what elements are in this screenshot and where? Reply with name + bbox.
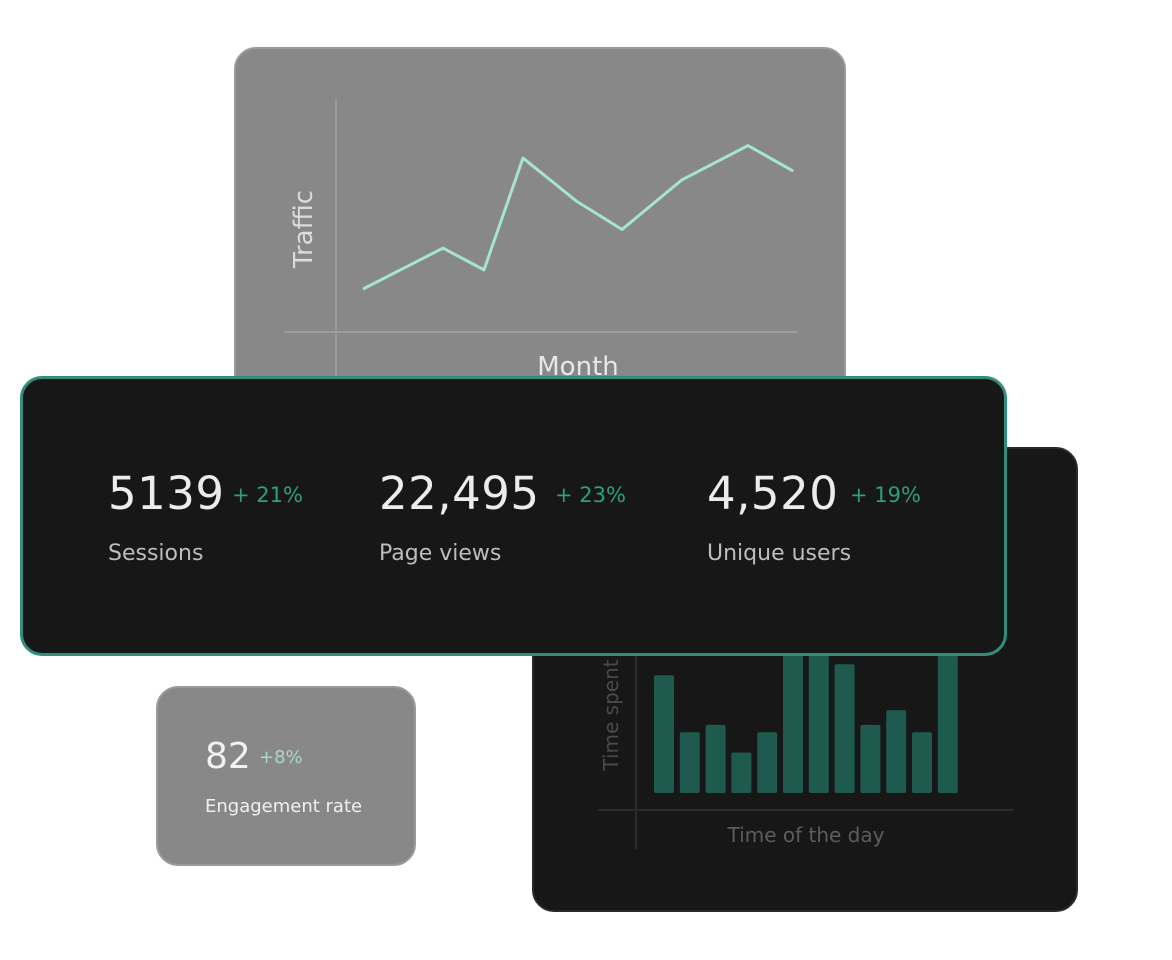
time-bar-11	[937, 627, 958, 793]
stat-value: 22,495	[379, 467, 540, 520]
stats-summary-card: 5139 + 21% Sessions 22,495 + 23% Page vi…	[20, 376, 1007, 656]
time-bar-9	[886, 710, 907, 793]
time-bar-0	[654, 675, 674, 793]
time-y-axis-label: Time spent	[599, 659, 623, 771]
traffic-line-chart: Traffic Month	[284, 99, 798, 395]
time-bar-6	[808, 643, 829, 793]
time-bar-2	[705, 724, 726, 793]
stat-delta: + 21%	[232, 483, 303, 507]
stat-delta: + 23%	[555, 483, 626, 507]
stat-label: Page views	[379, 541, 502, 566]
time-bar-10	[912, 732, 932, 793]
time-bar-4	[757, 732, 778, 793]
time-bar-3	[731, 752, 752, 793]
traffic-series-line	[362, 144, 794, 291]
stat-value: 5139	[108, 467, 225, 520]
stat-label: Unique users	[707, 541, 852, 566]
stat-delta: + 19%	[850, 483, 921, 507]
time-spent-bars	[654, 627, 958, 793]
traffic-chart-card: Traffic Month	[234, 47, 846, 397]
engagement-value: 82	[205, 736, 251, 777]
time-x-axis-label: Time of the day	[727, 823, 885, 847]
time-bar-5	[783, 649, 803, 793]
traffic-points	[364, 146, 792, 289]
time-bar-1	[679, 732, 700, 793]
engagement-card: 82 +8% Engagement rate	[156, 686, 416, 866]
engagement-label: Engagement rate	[205, 796, 363, 817]
time-bar-8	[860, 724, 881, 793]
engagement-delta: +8%	[259, 747, 303, 768]
time-bar-7	[834, 664, 855, 793]
traffic-y-axis-label: Traffic	[289, 190, 319, 269]
time-spent-bar-chart: Time spent Time of the day	[598, 609, 1014, 849]
stat-label: Sessions	[108, 541, 204, 566]
stat-value: 4,520	[707, 467, 839, 520]
